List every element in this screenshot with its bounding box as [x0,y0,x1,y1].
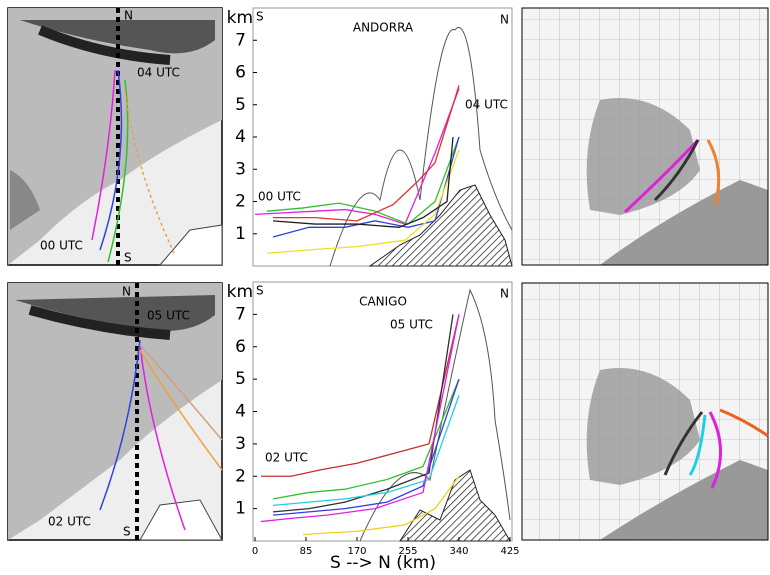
cloud-outline [329,27,513,267]
x-tick-label: 85 [300,546,313,557]
trajectory-line [272,395,460,507]
y-axis-label: km [227,282,253,302]
panel-title: CANIGO [359,295,407,309]
trajectory-line [272,378,460,500]
trajectory-line [266,136,460,225]
panel-side-label: N [500,13,509,27]
x-tick-label: 425 [500,546,519,557]
annotation: 04 UTC [465,98,508,112]
map-bottom-left: N S 05 UTC 02 UTC [7,282,223,541]
trajectory-line [266,149,460,254]
trajectory-line [272,136,454,228]
y-tick-label: 3 [235,159,246,179]
map-label: S [123,525,131,539]
trajectory-line [272,378,460,516]
y-tick-label: 1 [235,499,246,519]
y-tick-label: 7 [235,30,246,50]
map-bottom-right [521,282,769,541]
x-tick-label: 255 [398,546,417,557]
x-tick-label: 170 [347,546,366,557]
y-tick-label: 5 [235,369,246,389]
x-tick-label: 0 [252,546,258,557]
y-tick-label: 6 [235,337,246,357]
map-label: N [122,285,131,299]
x-tick-label: 340 [449,546,468,557]
annotation: 05 UTC [390,318,433,332]
trajectory-line [260,314,460,523]
annotation: 00 UTC [258,190,301,204]
y-tick-label: 2 [235,192,246,212]
map-top-left: N S 04 UTC 00 UTC [7,7,223,266]
map-label: 05 UTC [147,309,190,323]
map-label: N [124,9,133,23]
y-axis-label: km [227,8,253,28]
trajectory-line [272,136,460,238]
annotation: 02 UTC [265,451,308,465]
y-tick-label: 1 [235,224,246,244]
map-label: S [124,251,132,265]
cross-section: 1 2 3 4 5 6 7km S N ANDORRA 00 UTC 04 UTC [227,7,513,267]
map-label: 04 UTC [137,66,180,80]
y-tick-label: 2 [235,466,246,486]
panel-side-label: S [256,284,264,298]
cloud-outline [359,288,511,542]
y-tick-label: 6 [235,63,246,83]
x-axis-label: S --> N (km) [330,553,436,573]
y-tick-label: 4 [235,127,246,147]
panel-title: ANDORRA [353,21,414,35]
map-top-right [521,7,769,266]
y-tick-label: 4 [235,402,246,422]
trajectory-line [261,314,460,477]
map-label: 00 UTC [40,239,83,253]
cross-section: 1 2 3 4 5 6 7 0 85 170 255 340 425 S --> N (km) km S N CA… [227,281,520,573]
terrain [368,184,513,267]
panel-side-label: N [500,287,509,301]
y-tick-label: 7 [235,304,246,324]
y-tick-label: 3 [235,434,246,454]
panel-side-label: S [256,10,264,24]
y-tick-label: 5 [235,95,246,115]
trajectory-line [273,85,460,222]
trajectory-line [254,88,460,225]
map-label: 02 UTC [48,515,91,529]
trajectory-line [302,475,460,536]
